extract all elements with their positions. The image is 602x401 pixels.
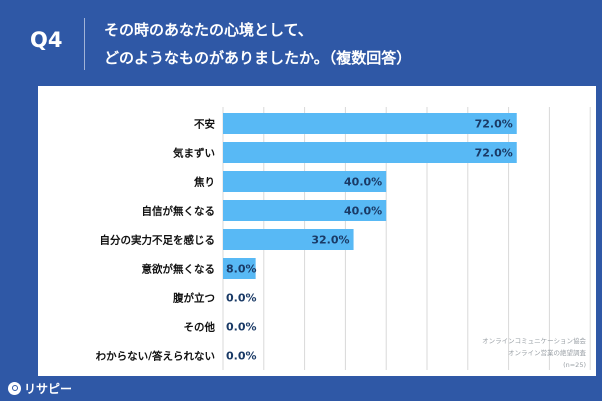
source-note: オンラインコミュニケーション協会 オンライン営業の絶望調査 (n=25)	[482, 335, 586, 371]
bar	[223, 171, 387, 192]
category-label: わからない/答えられない	[96, 350, 215, 363]
question-number: Q4	[30, 28, 63, 52]
bar	[223, 200, 387, 221]
data-label: 0.0%	[226, 292, 257, 305]
data-label: 0.0%	[226, 321, 257, 334]
data-label: 72.0%	[475, 118, 513, 131]
category-label: 自信が無くなる	[142, 205, 216, 218]
data-label: 8.0%	[226, 263, 257, 276]
brand-icon	[8, 382, 21, 395]
category-label: 不安	[194, 118, 215, 131]
header: Q4 その時のあなたの心境として、 どのようなものがありましたか。（複数回答）	[0, 0, 602, 85]
bar	[223, 229, 354, 250]
title-line-2: どのようなものがありましたか。（複数回答）	[104, 49, 412, 67]
category-label: 気まずい	[172, 147, 215, 160]
source-line-3: (n=25)	[563, 361, 586, 369]
brand-name: リサピー	[24, 382, 73, 396]
bar	[223, 113, 517, 134]
brand-logo: リサピー	[8, 380, 72, 397]
bar	[223, 258, 256, 279]
category-label: 腹が立つ	[173, 292, 215, 305]
bar	[223, 142, 517, 163]
data-label: 0.0%	[226, 350, 257, 363]
data-label: 32.0%	[311, 234, 349, 247]
chart-panel: 不安 72.0% 気まずい 72.0% 焦り 40.0% 自信が無くなる 40.0% 自分の実力…	[38, 86, 596, 376]
data-label: 40.0%	[344, 205, 382, 218]
category-label: 意欲が無くなる	[142, 263, 216, 276]
data-label: 40.0%	[344, 176, 382, 189]
category-label: 自分の実力不足を感じる	[100, 234, 216, 247]
header-divider	[84, 18, 85, 70]
source-line-2: オンライン営業の絶望調査	[508, 349, 586, 357]
category-label: その他	[184, 321, 216, 334]
title-line-1: その時のあなたの心境として、	[104, 21, 313, 39]
page-title: その時のあなたの心境として、 どのようなものがありましたか。（複数回答）	[104, 16, 411, 72]
data-label: 72.0%	[475, 147, 513, 160]
bar-chart: 不安 72.0% 気まずい 72.0% 焦り 40.0% 自信が無くなる 40.0% 自分の実力…	[96, 107, 591, 370]
category-label: 焦り	[193, 176, 215, 189]
source-line-1: オンラインコミュニケーション協会	[482, 337, 586, 345]
